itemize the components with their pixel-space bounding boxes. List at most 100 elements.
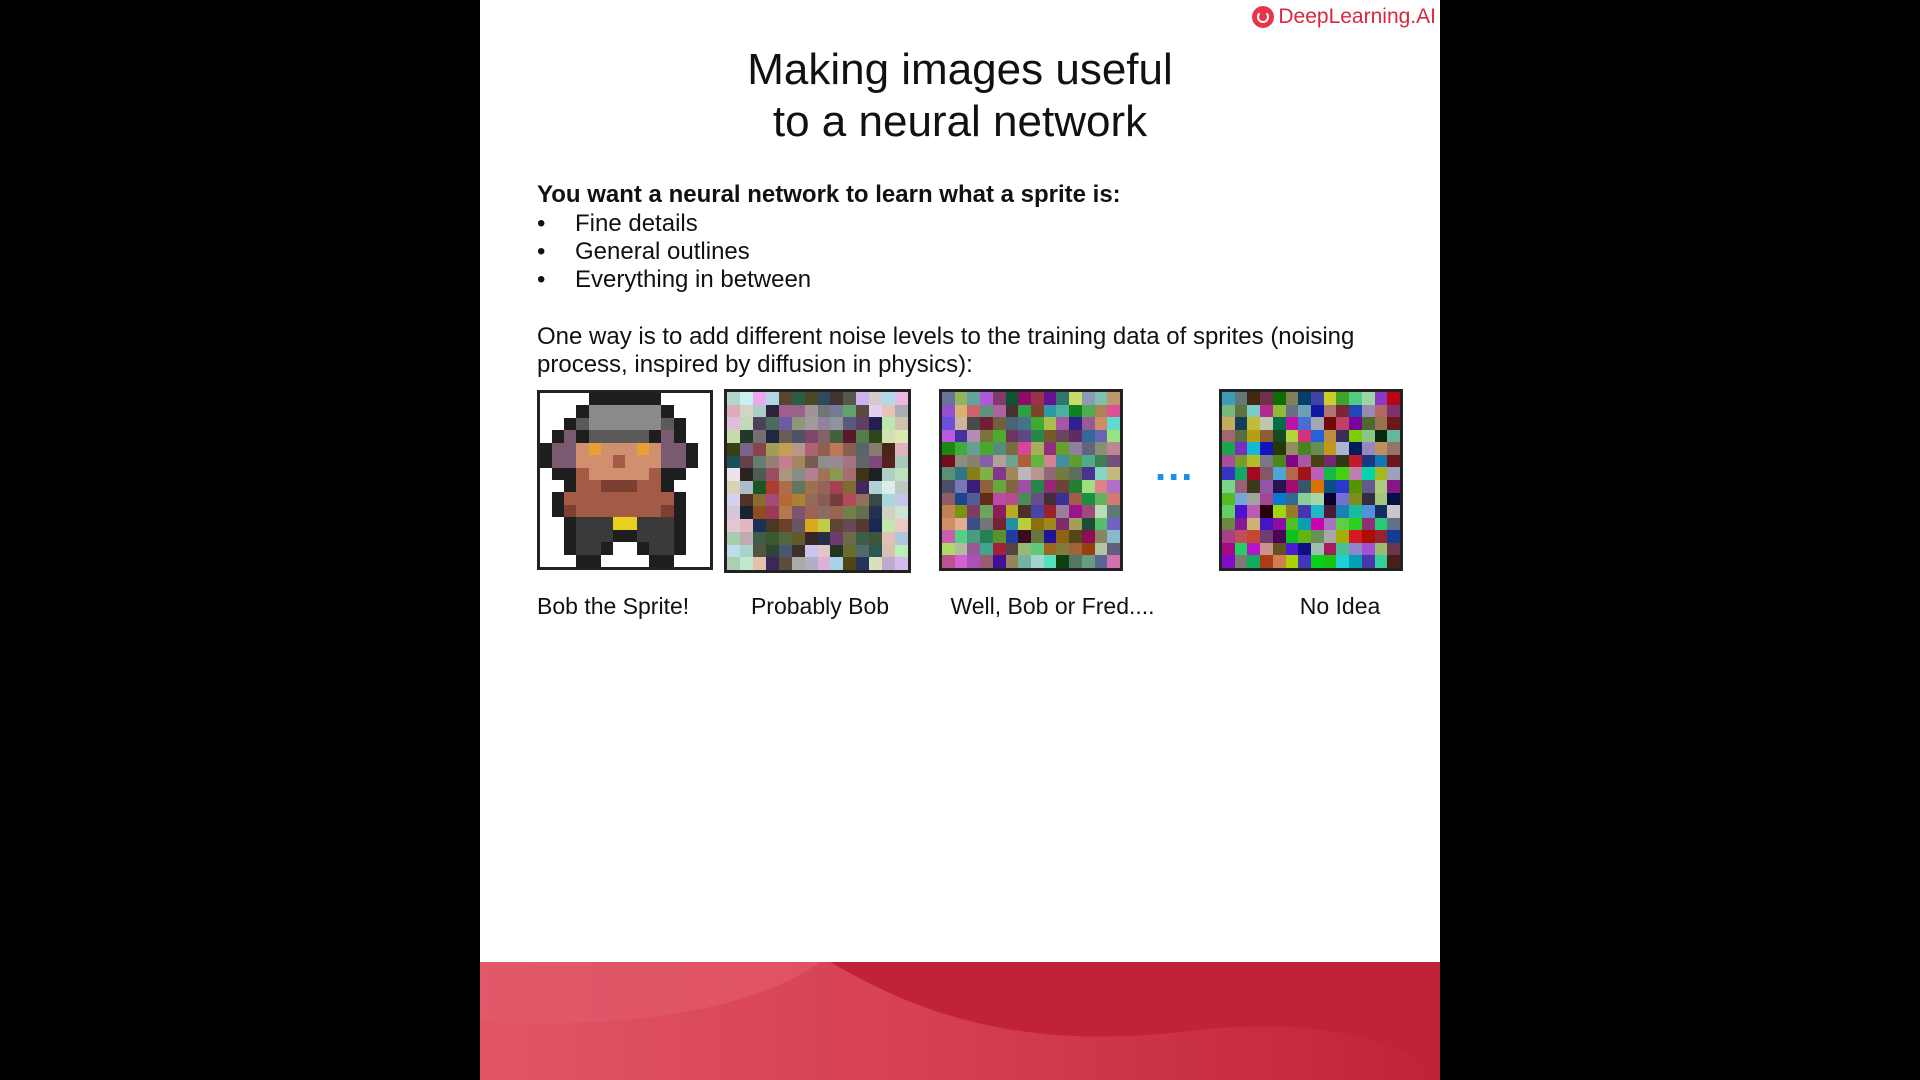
sprite-pixel <box>954 417 968 430</box>
sprite-pixel <box>830 531 844 545</box>
sprite-pixel <box>612 430 625 443</box>
sprite-pixel <box>685 430 698 443</box>
sprite-pixel <box>843 481 857 494</box>
sprite-pixel <box>625 480 638 493</box>
sprite-pixel <box>830 557 844 570</box>
sprite-pixel <box>1234 517 1248 531</box>
sprite-pixel <box>588 467 601 480</box>
sprite-pixel <box>1349 392 1362 405</box>
sprite-pixel <box>869 417 883 431</box>
sprite-pixel <box>540 405 553 418</box>
sprite-pixel <box>1043 555 1057 568</box>
sprite-pixel <box>552 417 565 431</box>
sprite-pixel <box>1272 392 1286 405</box>
sprite-pixel <box>1107 555 1120 568</box>
bullet-item: Fine details <box>537 210 811 238</box>
sprite-pixel <box>1234 404 1248 418</box>
sprite-pixel <box>1018 492 1031 506</box>
sprite-pixel <box>1323 492 1337 506</box>
sprite-pixel <box>843 430 857 443</box>
sprite-pixel <box>1323 505 1337 518</box>
sprite-pixel <box>992 505 1006 518</box>
sprite-pixel <box>830 506 844 520</box>
bullet-item: Everything in between <box>537 266 811 294</box>
sprite-pixel <box>727 455 740 469</box>
sprite-pixel <box>564 529 577 543</box>
sprite-pixel <box>992 542 1006 556</box>
sprite-pixel <box>1298 530 1311 543</box>
sprite-pixel <box>1247 479 1261 493</box>
sprite-pixel <box>992 492 1006 506</box>
sprite-pixel <box>778 468 792 481</box>
sprite-pixel <box>1272 530 1286 543</box>
sprite-pixel <box>612 542 625 555</box>
sprite-pixel <box>1311 467 1324 480</box>
sprite-pixel <box>980 479 993 493</box>
sprite-pixel <box>830 430 844 443</box>
sprite-pixel <box>1094 542 1108 556</box>
sprite-pixel <box>739 417 753 431</box>
sprite-pixel <box>882 417 896 431</box>
sprite-pixel <box>1043 542 1057 556</box>
sprite-pixel <box>739 430 753 443</box>
sprite-pixel <box>661 529 674 543</box>
sprite-pixel <box>895 417 908 431</box>
sprite-pixel <box>697 442 710 456</box>
sprite-pixel <box>727 519 740 532</box>
sprite-pixel <box>685 504 698 518</box>
sprite-pixel <box>778 455 792 469</box>
sprite-pixel <box>1107 392 1120 405</box>
sprite-pixel <box>843 493 857 507</box>
sprite-pixel <box>830 493 844 507</box>
sprite-pixel <box>1018 530 1031 543</box>
sprite-pixel <box>895 468 908 481</box>
sprite-pixel <box>942 454 955 468</box>
sprite-pixel <box>765 404 779 418</box>
sprite-pixel <box>637 430 650 443</box>
sprite-pixel <box>1222 404 1235 418</box>
sprite-pixel <box>882 519 896 532</box>
sprite-pixel <box>727 506 740 520</box>
sprite-pixel <box>778 442 792 456</box>
sprite-pixel <box>1081 417 1095 430</box>
sprite-pixel <box>1387 517 1400 531</box>
sprite-pixel <box>1311 555 1324 568</box>
sprite-pixel <box>1056 492 1070 506</box>
sprite-pixel <box>1374 454 1388 468</box>
sprite-pixel <box>1336 404 1350 418</box>
sprite-pixel <box>625 504 638 518</box>
sprite-pixel <box>791 493 805 507</box>
sprite-pixel <box>1081 530 1095 543</box>
sprite-pixel <box>992 442 1006 455</box>
sprite-pixel <box>1247 392 1261 405</box>
sprite-pixel <box>1043 517 1057 531</box>
sprite-pixel <box>856 404 870 418</box>
sprite-pixel <box>552 504 565 518</box>
sprite-pixel <box>552 517 565 530</box>
sprite-pixel <box>1043 505 1057 518</box>
noise-paragraph: One way is to add different noise levels… <box>537 323 1355 378</box>
sprite-pixel <box>1387 454 1400 468</box>
sprite-pixel <box>685 467 698 480</box>
sprite-pixel <box>739 557 753 570</box>
sprite-pixel <box>1374 492 1388 506</box>
sprite-pixel <box>1336 479 1350 493</box>
sprite-pixel <box>778 544 792 558</box>
sprite-pixel <box>856 468 870 481</box>
sprite-pixel <box>612 554 625 567</box>
sprite-pixel <box>612 442 625 456</box>
sprite-pixel <box>869 519 883 532</box>
sprite-pixel <box>817 493 831 507</box>
sprite-pixel <box>576 442 589 456</box>
sprite-pixel <box>1234 467 1248 480</box>
sprite-pixel <box>980 417 993 430</box>
sprite-pixel <box>564 554 577 567</box>
sprite-pixel <box>1234 555 1248 568</box>
sprite-pixel <box>564 393 577 406</box>
sprite-pixel <box>1260 442 1273 455</box>
sprite-pixel <box>600 529 613 543</box>
sprite-pixel <box>1298 417 1311 430</box>
sprite-pixel <box>1069 392 1082 405</box>
sprite-pixel <box>1323 555 1337 568</box>
title-line-1: Making images useful <box>747 45 1173 94</box>
